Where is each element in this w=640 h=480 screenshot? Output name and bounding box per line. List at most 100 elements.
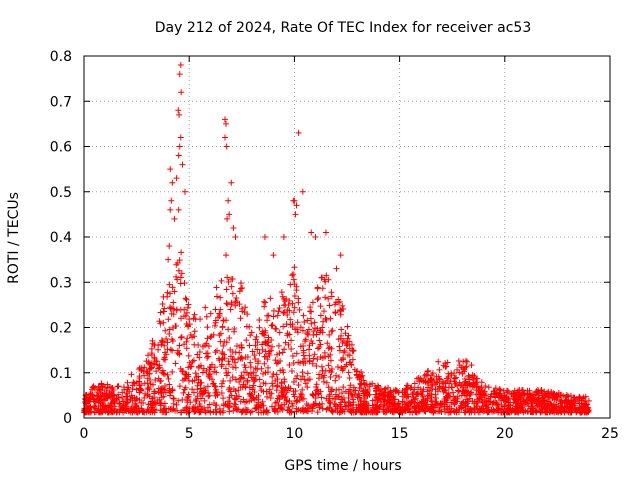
data-point <box>434 379 441 386</box>
data-point <box>185 377 192 384</box>
data-point <box>284 312 291 319</box>
data-point <box>168 197 175 204</box>
data-point <box>295 381 302 388</box>
data-point <box>101 397 108 404</box>
data-point <box>248 374 255 381</box>
data-point <box>419 398 426 405</box>
data-point <box>278 289 285 296</box>
data-point <box>256 350 263 357</box>
data-point <box>464 405 471 412</box>
data-point <box>333 265 340 272</box>
data-point <box>341 347 348 354</box>
data-point <box>203 313 210 320</box>
data-point <box>358 380 365 387</box>
data-point <box>347 388 354 395</box>
data-point <box>457 382 464 389</box>
data-point <box>206 392 213 399</box>
data-point <box>302 380 309 387</box>
data-point <box>471 373 478 380</box>
data-point <box>142 390 149 397</box>
data-point <box>289 352 296 359</box>
data-point <box>151 399 158 406</box>
data-point <box>269 321 276 328</box>
data-point <box>363 398 370 405</box>
data-point <box>132 397 139 404</box>
data-point <box>576 394 583 401</box>
data-point <box>145 384 152 391</box>
data-point <box>231 395 238 402</box>
data-point <box>382 389 389 396</box>
data-point <box>236 378 243 385</box>
data-point <box>340 337 347 344</box>
data-point <box>555 389 562 396</box>
data-point <box>567 404 574 411</box>
y-axis-label: ROTI / TECUs <box>6 192 22 284</box>
data-point <box>184 335 191 342</box>
data-point <box>527 392 534 399</box>
data-point <box>186 359 193 366</box>
data-point <box>181 306 188 313</box>
data-point <box>549 395 556 402</box>
data-point <box>276 305 283 312</box>
data-point <box>270 307 277 314</box>
data-point <box>293 287 300 294</box>
data-point <box>261 353 268 360</box>
data-point <box>304 329 311 336</box>
data-point <box>576 406 583 413</box>
data-point <box>122 401 129 408</box>
data-point <box>316 401 323 408</box>
data-point <box>275 342 282 349</box>
data-point <box>220 317 227 324</box>
data-point <box>481 407 488 414</box>
data-point <box>269 380 276 387</box>
data-point <box>436 404 443 411</box>
y-tick-label: 0.3 <box>50 275 72 291</box>
data-point <box>175 107 182 114</box>
data-point <box>439 400 446 407</box>
data-point <box>295 299 302 306</box>
data-point <box>325 362 332 369</box>
data-point <box>327 315 334 322</box>
data-point <box>407 385 414 392</box>
data-point <box>323 406 330 413</box>
data-point <box>534 402 541 409</box>
data-point <box>223 286 230 293</box>
data-point <box>261 360 268 367</box>
data-point <box>235 393 242 400</box>
data-point <box>225 326 232 333</box>
data-point <box>332 377 339 384</box>
y-tick-label: 0 <box>63 411 72 427</box>
data-point <box>276 329 283 336</box>
data-point <box>265 334 272 341</box>
data-point <box>386 397 393 404</box>
data-point <box>162 382 169 389</box>
data-point <box>254 346 261 353</box>
data-point <box>429 386 436 393</box>
data-point <box>115 383 122 390</box>
data-point <box>160 386 167 393</box>
data-point <box>185 323 192 330</box>
data-point <box>287 281 294 288</box>
data-point <box>225 279 232 286</box>
data-point <box>235 356 242 363</box>
data-point <box>272 357 279 364</box>
data-point <box>218 277 225 284</box>
data-point <box>227 388 234 395</box>
data-point <box>182 295 189 302</box>
data-point <box>462 409 469 416</box>
data-point <box>442 380 449 387</box>
data-point <box>238 374 245 381</box>
data-point <box>471 382 478 389</box>
data-point <box>103 404 110 411</box>
data-point <box>177 280 184 287</box>
x-tick-label: 10 <box>285 426 303 442</box>
data-point <box>433 379 440 386</box>
data-point <box>304 384 311 391</box>
data-point <box>305 331 312 338</box>
data-point <box>151 342 158 349</box>
data-point <box>313 362 320 369</box>
data-point <box>369 397 376 404</box>
x-tick-label: 5 <box>185 426 194 442</box>
data-point <box>197 405 204 412</box>
data-point <box>243 337 250 344</box>
